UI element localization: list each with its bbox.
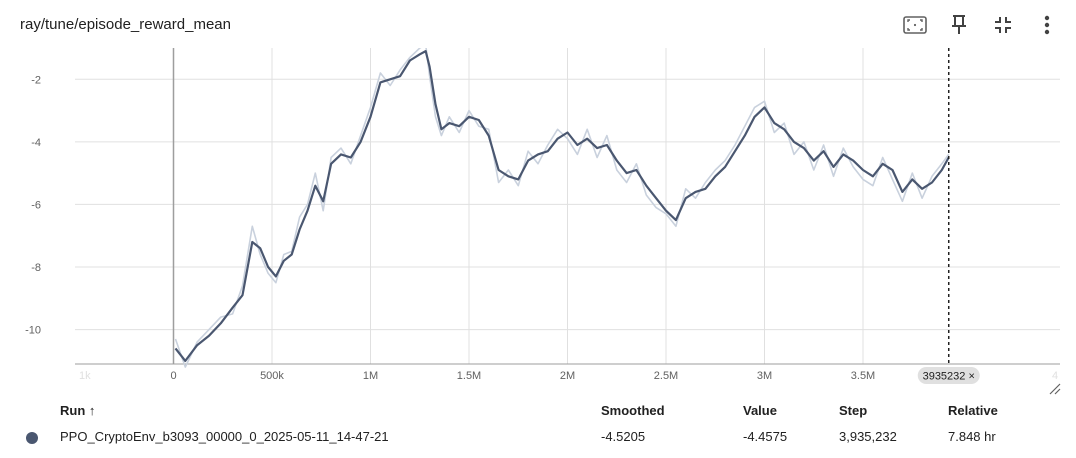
more-vert-icon bbox=[1044, 15, 1050, 35]
line-chart[interactable]: -10 -8 -6 -4 -2 0 500k 1M 1.5M 2M 2.5M 3M 3.5M 1k 4 393… bbox=[0, 48, 1076, 396]
run-name: PPO_CryptoEnv_b3093_00000_0_2025-05-11_1… bbox=[60, 429, 389, 444]
collapse-button[interactable] bbox=[986, 10, 1020, 40]
run-table: Run ↑ Smoothed Value Step Relative PPO_C… bbox=[0, 396, 1076, 458]
column-relative-header[interactable]: Relative bbox=[948, 403, 998, 418]
smoothed-series-line[interactable] bbox=[174, 50, 950, 362]
hover-step-label: 3935232 × bbox=[923, 371, 975, 383]
column-run-header[interactable]: Run ↑ bbox=[60, 403, 96, 418]
x-tick-label: 3.5M bbox=[851, 370, 875, 382]
y-tick-label: -10 bbox=[25, 325, 41, 337]
x-tick-label: 2.5M bbox=[654, 370, 678, 382]
fit-domain-icon bbox=[903, 16, 927, 34]
column-value-header[interactable]: Value bbox=[743, 403, 777, 418]
resize-handle-icon[interactable] bbox=[1049, 383, 1061, 395]
x-tick-label: 3M bbox=[757, 370, 772, 382]
chart-toolbar bbox=[898, 10, 1064, 40]
x-edge-label-right: 4 bbox=[1052, 370, 1058, 382]
x-tick-label: 1.5M bbox=[457, 370, 481, 382]
relative-time-value: 7.848 hr bbox=[948, 429, 996, 444]
x-tick-label: 1M bbox=[363, 370, 378, 382]
y-tick-label: -4 bbox=[31, 137, 41, 149]
chart-area[interactable]: -10 -8 -6 -4 -2 0 500k 1M 1.5M 2M 2.5M 3M 3.5M 1k 4 393… bbox=[0, 48, 1076, 396]
x-edge-label-left: 1k bbox=[79, 370, 91, 382]
raw-series-line bbox=[174, 48, 950, 368]
x-tick-label: 2M bbox=[560, 370, 575, 382]
chart-title: ray/tune/episode_reward_mean bbox=[20, 16, 231, 33]
fit-domain-button[interactable] bbox=[898, 10, 932, 40]
hover-step-chip[interactable] bbox=[917, 367, 980, 384]
y-tick-label: -2 bbox=[31, 74, 41, 86]
pin-icon bbox=[952, 15, 966, 34]
collapse-icon bbox=[995, 17, 1011, 33]
step-value: 3,935,232 bbox=[839, 429, 897, 444]
y-tick-label: -6 bbox=[31, 199, 41, 211]
pin-button[interactable] bbox=[942, 10, 976, 40]
smoothed-value: -4.5205 bbox=[601, 429, 646, 444]
x-tick-label: 500k bbox=[260, 370, 284, 382]
run-color-dot bbox=[26, 432, 38, 444]
x-tick-label: 0 bbox=[170, 370, 176, 382]
column-step-header[interactable]: Step bbox=[839, 403, 868, 418]
raw-value: -4.4575 bbox=[743, 429, 788, 444]
y-tick-label: -8 bbox=[31, 262, 41, 274]
column-smoothed-header[interactable]: Smoothed bbox=[601, 403, 665, 418]
more-options-button[interactable] bbox=[1030, 10, 1064, 40]
card-header: ray/tune/episode_reward_mean bbox=[0, 0, 1076, 48]
